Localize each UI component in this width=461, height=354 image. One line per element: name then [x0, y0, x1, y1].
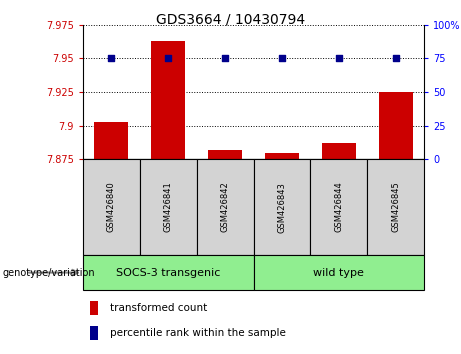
Text: GDS3664 / 10430794: GDS3664 / 10430794 [156, 12, 305, 27]
Point [335, 56, 343, 61]
Bar [254, 159, 310, 255]
Point [108, 56, 115, 61]
Text: GSM426842: GSM426842 [221, 182, 230, 233]
Bar [90, 301, 98, 315]
Text: GSM426844: GSM426844 [334, 182, 343, 233]
Text: GSM426841: GSM426841 [164, 182, 173, 233]
Point [221, 56, 229, 61]
Bar [322, 143, 356, 159]
Text: GSM426843: GSM426843 [278, 182, 286, 233]
Text: SOCS-3 transgenic: SOCS-3 transgenic [116, 268, 220, 278]
Text: genotype/variation: genotype/variation [2, 268, 95, 278]
Bar [140, 159, 197, 255]
Bar [367, 159, 424, 255]
Bar [208, 150, 242, 159]
Text: GSM426840: GSM426840 [107, 182, 116, 233]
Text: GSM426845: GSM426845 [391, 182, 400, 233]
Bar [83, 159, 140, 255]
Point [392, 56, 399, 61]
Bar [90, 326, 98, 340]
Bar [265, 153, 299, 159]
Bar [197, 159, 254, 255]
Bar [378, 92, 413, 159]
Bar [95, 122, 129, 159]
Bar [310, 159, 367, 255]
Text: wild type: wild type [313, 268, 364, 278]
Point [278, 56, 286, 61]
Text: transformed count: transformed count [110, 303, 207, 313]
Text: percentile rank within the sample: percentile rank within the sample [110, 329, 286, 338]
Bar [151, 41, 185, 159]
Point [165, 56, 172, 61]
Bar [254, 255, 424, 290]
Bar [83, 255, 254, 290]
